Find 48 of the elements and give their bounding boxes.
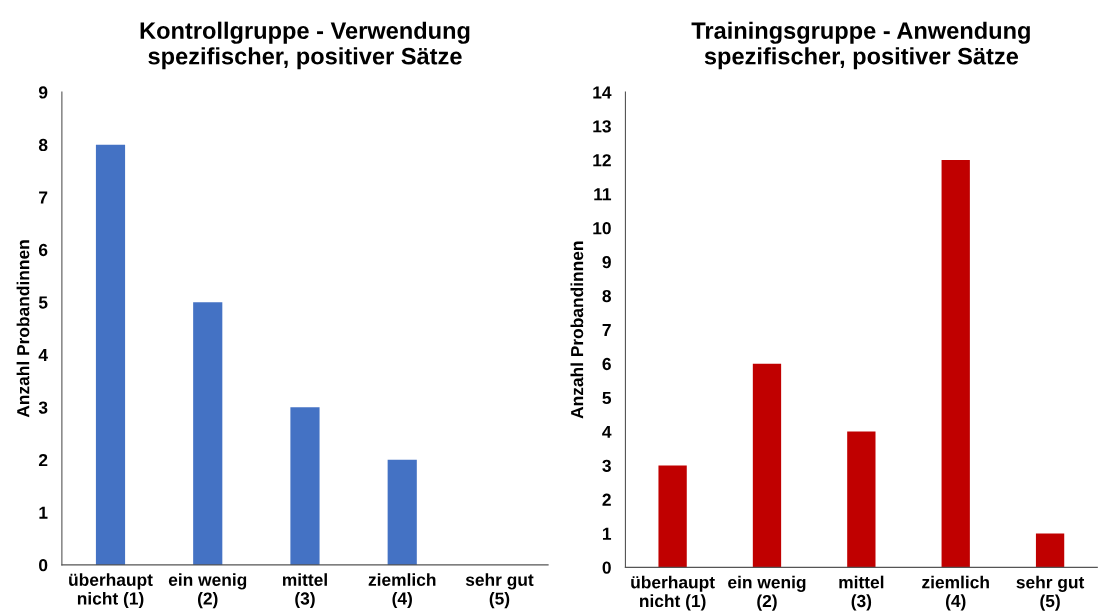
y-tick-label: 1	[39, 506, 48, 519]
y-tick-label: 4	[38, 349, 48, 362]
x-tick-label: überhaupt nicht (1)	[631, 575, 715, 611]
bar	[1035, 533, 1065, 568]
x-tick-label: ziemlich (4)	[368, 573, 436, 609]
y-tick-label: 7	[39, 191, 48, 204]
bar	[658, 465, 687, 568]
y-tick-label: 10	[593, 222, 611, 235]
x-tick-label: mittel (3)	[282, 573, 327, 609]
y-tick-label: 11	[594, 188, 612, 201]
y-tick-label: 2	[602, 493, 611, 506]
y-tick-label: 9	[602, 255, 611, 269]
y-tick-label: 1	[602, 527, 612, 540]
chart-title: Trainingsgruppe - Anwendung spezifischer, positiver Sätze	[691, 21, 1030, 70]
y-axis-title: Anzahl Probandinnen	[570, 241, 584, 419]
y-tick-label: 4	[602, 425, 612, 438]
bar	[941, 159, 970, 568]
y-tick-label: 13	[593, 120, 611, 133]
x-tick-label: sehr gut (5)	[465, 573, 534, 609]
y-tick-label: 9	[38, 86, 48, 99]
bar	[387, 459, 417, 565]
y-tick-label: 7	[602, 324, 611, 337]
x-tick-label: ein wenig (2)	[168, 573, 247, 609]
y-tick-label: 5	[602, 391, 612, 405]
bar	[193, 302, 223, 565]
y-tick-label: 3	[602, 459, 611, 472]
y-tick-label: 3	[38, 401, 48, 414]
x-tick-label: sehr gut (5)	[1016, 575, 1085, 611]
bar	[95, 144, 126, 565]
x-tick-label: mittel (3)	[839, 575, 884, 611]
y-tick-label: 8	[602, 289, 612, 303]
x-tick-label: überhaupt nicht (1)	[69, 573, 153, 609]
y-axis-title: Anzahl Probandinnen	[16, 240, 30, 418]
bar	[752, 363, 782, 568]
y-tick-label: 2	[38, 453, 48, 467]
y-tick-label: 0	[39, 559, 48, 572]
y-tick-label: 0	[602, 561, 611, 574]
y-tick-label: 6	[602, 357, 611, 371]
y-tick-label: 6	[38, 243, 48, 257]
y-tick-label: 5	[38, 296, 48, 309]
bar	[847, 431, 876, 568]
bar	[290, 407, 320, 565]
x-tick-label: ein wenig (2)	[728, 575, 806, 611]
y-tick-label: 14	[593, 86, 612, 99]
x-tick-label: ziemlich (4)	[922, 575, 989, 611]
y-tick-label: 8	[38, 138, 48, 152]
chart-title: Kontrollgruppe - Verwendung spezifischer, positiver Sätze	[140, 21, 470, 70]
y-tick-label: 12	[593, 154, 611, 167]
